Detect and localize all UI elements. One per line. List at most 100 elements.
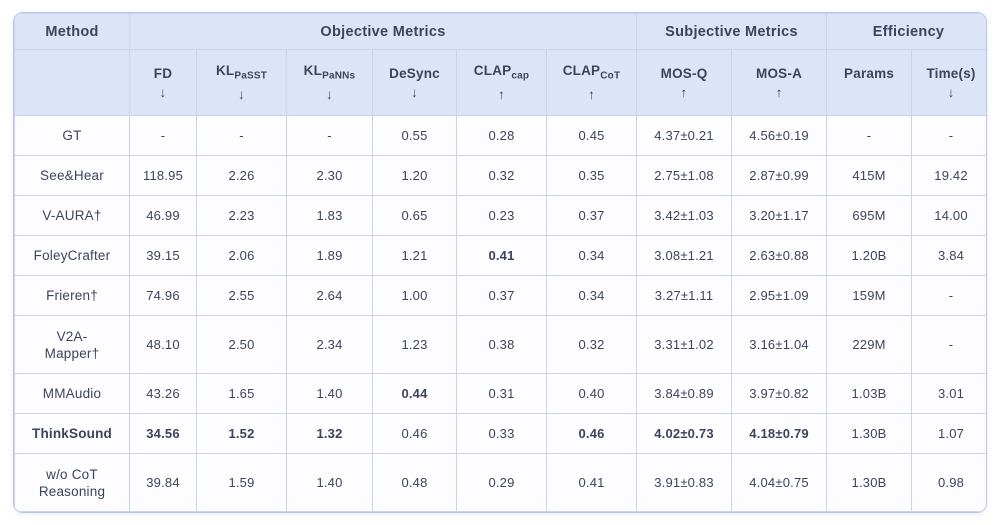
value-cell: 1.21 xyxy=(372,235,457,277)
value-cell: 1.20 xyxy=(372,155,457,197)
column-header-mos-a: MOS-A ↑ xyxy=(731,49,828,116)
value-cell: 1.07 xyxy=(911,413,986,455)
metric-label: MOS-A xyxy=(756,65,803,81)
method-cell: MMAudio xyxy=(14,372,130,415)
method-cell: See&Hear xyxy=(14,155,130,197)
value-cell: 0.35 xyxy=(545,155,638,197)
value-cell: 3.84 xyxy=(911,235,986,277)
metric-subscript: PaNNs xyxy=(322,70,356,82)
metric-name: DeSync xyxy=(375,64,454,84)
no-arrow xyxy=(829,84,909,102)
value-cell: 2.55 xyxy=(196,275,287,317)
value-cell: 415M xyxy=(826,155,913,197)
metric-label: Params xyxy=(844,65,895,81)
value-cell: 0.46 xyxy=(545,413,638,455)
value-cell: 0.34 xyxy=(545,275,638,317)
value-cell: 34.56 xyxy=(129,413,197,455)
value-cell: 159M xyxy=(826,275,913,317)
metric-label: CLAP xyxy=(562,62,601,78)
value-cell: 0.37 xyxy=(545,195,638,237)
value-cell: 695M xyxy=(826,195,913,237)
value-cell: 2.64 xyxy=(286,275,373,317)
down-arrow-icon: ↓ xyxy=(159,84,167,100)
group-header-efficiency: Efficiency xyxy=(826,13,986,50)
value-cell: 43.26 xyxy=(129,372,197,415)
value-cell: 0.48 xyxy=(372,453,457,512)
value-cell: 1.59 xyxy=(196,453,287,512)
metric-name: MOS-A xyxy=(734,64,824,84)
value-cell: 0.55 xyxy=(372,114,457,157)
column-header-time-s: Time(s) ↓ xyxy=(911,49,986,116)
method-cell: w/o CoT Reasoning xyxy=(14,453,130,512)
value-cell: 1.32 xyxy=(286,413,373,455)
up-arrow-icon: ↑ xyxy=(680,84,688,100)
table-row-w-o-cot-reasoning: w/o CoT Reasoning 39.84 1.59 1.40 0.48 0.29 0.… xyxy=(14,453,986,512)
value-cell: - xyxy=(196,114,287,157)
down-arrow-icon: ↓ xyxy=(947,84,955,100)
metric-label: CLAP xyxy=(473,62,512,78)
method-cell: GT xyxy=(14,114,130,157)
value-cell: 4.02±0.73 xyxy=(636,413,733,455)
value-cell: 3.27±1.11 xyxy=(636,275,733,317)
value-cell: 0.46 xyxy=(372,413,457,455)
column-header-desync: DeSync ↓ xyxy=(372,49,457,116)
table-row-v2a-mapper: V2A- Mapper† 48.10 2.50 2.34 1.23 0.38 0.32 3.3… xyxy=(14,315,986,374)
value-cell: 0.33 xyxy=(456,413,547,455)
metric-name: Params xyxy=(829,64,909,84)
table-row-foleycrafter: FoleyCrafter 39.15 2.06 1.89 1.21 0.41 0.34 3.0… xyxy=(14,235,986,277)
value-cell: 1.03B xyxy=(826,372,913,415)
column-header-clap-cot: CLAPCoT ↑ xyxy=(545,49,638,116)
value-cell: 1.30B xyxy=(826,413,913,455)
metric-subscript: PaSST xyxy=(234,70,268,82)
value-cell: 46.99 xyxy=(129,195,197,237)
value-cell: 0.38 xyxy=(456,315,547,374)
value-cell: 39.84 xyxy=(129,453,197,512)
metric-name: KLPaNNs xyxy=(289,61,370,87)
value-cell: - xyxy=(911,315,986,374)
metric-label: FD xyxy=(153,65,173,81)
value-cell: - xyxy=(286,114,373,157)
group-header-method: Method xyxy=(14,13,130,50)
value-cell: 4.18±0.79 xyxy=(731,413,828,455)
value-cell: 39.15 xyxy=(129,235,197,277)
method-cell: V2A- Mapper† xyxy=(14,315,130,374)
value-cell: 2.26 xyxy=(196,155,287,197)
metric-label: MOS-Q xyxy=(660,65,708,81)
table-row-gt: GT - - -0.55 0.28 0.45 4.37±0.21 4.56±0.19- - xyxy=(14,114,986,157)
column-header-mos-q: MOS-Q ↑ xyxy=(636,49,733,116)
metric-name: Time(s) xyxy=(914,64,986,84)
value-cell: 3.84±0.89 xyxy=(636,372,733,415)
value-cell: 1.65 xyxy=(196,372,287,415)
metric-header-row: FD ↓ KLPaSST ↓ KLPaNNs ↓ DeSync ↓ CLAPcap ↑ CLAPCo… xyxy=(14,49,986,116)
down-arrow-icon: ↓ xyxy=(238,87,245,103)
value-cell: 0.23 xyxy=(456,195,547,237)
value-cell: 0.37 xyxy=(456,275,547,317)
column-header-clap-cap: CLAPcap ↑ xyxy=(456,49,547,116)
value-cell: 3.42±1.03 xyxy=(636,195,733,237)
table-row-thinksound: ThinkSound 34.56 1.52 1.32 0.46 0.33 0.46 4.02±… xyxy=(14,413,986,455)
value-cell: 2.75±1.08 xyxy=(636,155,733,197)
value-cell: 0.40 xyxy=(545,372,638,415)
metric-name: CLAPcap xyxy=(459,61,544,87)
group-header-row: Method Objective Metrics Subjective Metric… xyxy=(14,13,986,50)
column-header-kl-panns: KLPaNNs ↓ xyxy=(286,49,373,116)
metric-subscript: cap xyxy=(511,70,530,82)
up-arrow-icon: ↑ xyxy=(775,84,783,100)
value-cell: 0.44 xyxy=(372,372,457,415)
value-cell: 14.00 xyxy=(911,195,986,237)
value-cell: 1.30B xyxy=(826,453,913,512)
value-cell: 3.08±1.21 xyxy=(636,235,733,277)
value-cell: 0.29 xyxy=(456,453,547,512)
value-cell: 3.31±1.02 xyxy=(636,315,733,374)
metric-label: DeSync xyxy=(389,65,440,81)
metric-subscript: CoT xyxy=(600,70,621,82)
column-header-kl-passt: KLPaSST ↓ xyxy=(196,49,287,116)
value-cell: 4.04±0.75 xyxy=(731,453,828,512)
value-cell: 1.83 xyxy=(286,195,373,237)
metric-label: KL xyxy=(215,62,235,78)
column-header-fd: FD ↓ xyxy=(129,49,197,116)
up-arrow-icon: ↑ xyxy=(498,87,505,103)
value-cell: 3.20±1.17 xyxy=(731,195,828,237)
table-row-mmaudio: MMAudio 43.26 1.65 1.40 0.44 0.31 0.40 3.84±0.8… xyxy=(14,372,986,415)
results-table: Method Objective Metrics Subjective Metric… xyxy=(14,13,986,512)
